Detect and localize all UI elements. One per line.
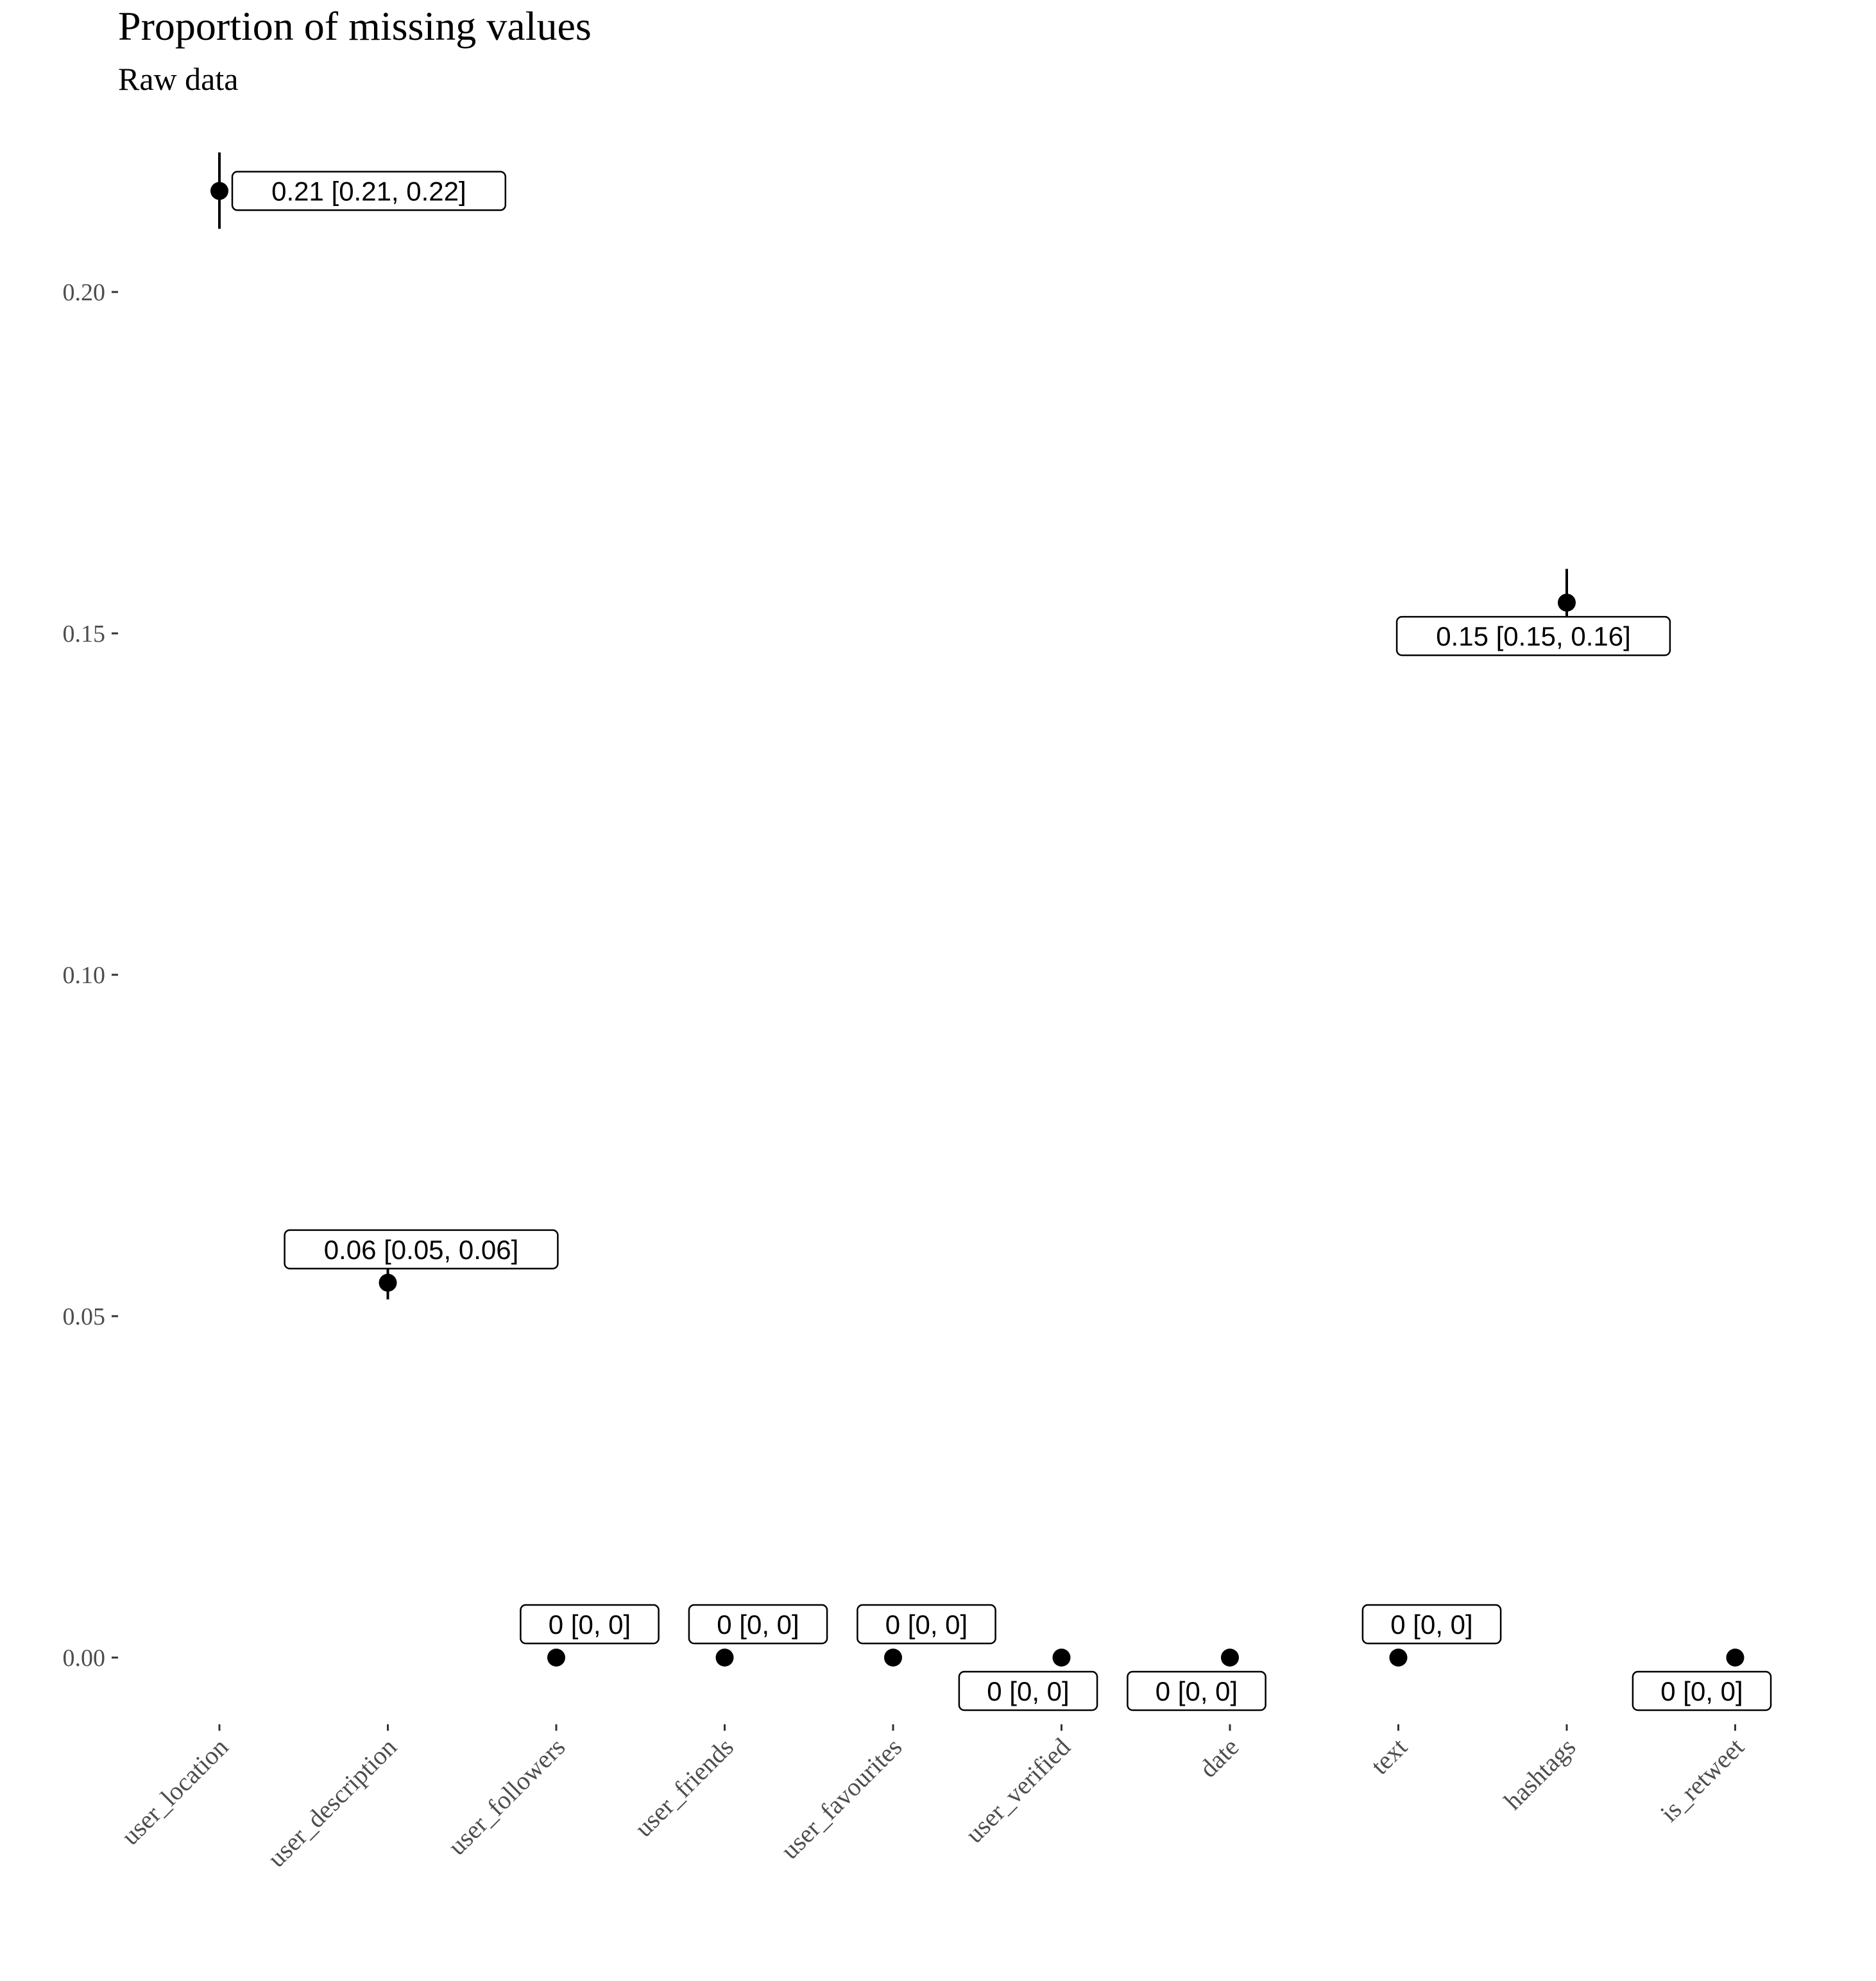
y-tick-label: 0.10	[63, 962, 106, 989]
chart-subtitle: Raw data	[118, 61, 238, 97]
data-label: 0 [0, 0]	[1632, 1670, 1772, 1711]
data-label-text: 0 [0, 0]	[1390, 1609, 1472, 1640]
data-point	[1052, 1649, 1071, 1667]
data-point	[715, 1649, 734, 1667]
y-tick-label: 0.05	[63, 1303, 106, 1330]
data-label-text: 0 [0, 0]	[885, 1609, 968, 1640]
data-label-text: 0.15 [0.15, 0.16]	[1436, 621, 1631, 651]
x-tick-label: text	[1365, 1733, 1413, 1780]
data-label-text: 0 [0, 0]	[1660, 1676, 1743, 1706]
data-label: 0 [0, 0]	[688, 1604, 828, 1645]
data-point	[1726, 1649, 1744, 1667]
data-label-text: 0 [0, 0]	[987, 1676, 1069, 1706]
data-point	[1221, 1649, 1239, 1667]
data-label-text: 0.21 [0.21, 0.22]	[271, 176, 466, 207]
data-label-box	[520, 1604, 660, 1645]
data-label-text: 0 [0, 0]	[1155, 1676, 1238, 1706]
data-label: 0 [0, 0]	[958, 1670, 1098, 1711]
x-tick-label: user_verified	[960, 1733, 1076, 1849]
y-tick-label: 0.15	[63, 621, 106, 647]
x-tick-label: date	[1193, 1733, 1244, 1783]
x-tick-label: user_followers	[442, 1733, 570, 1861]
data-point	[210, 182, 228, 200]
data-labels: 0.21 [0.21, 0.22] 0.06 [0.05, 0.06] 0 [0, …	[231, 171, 1772, 1711]
data-point	[884, 1649, 902, 1667]
data-label-box	[1127, 1670, 1266, 1711]
data-label-text: 0 [0, 0]	[549, 1609, 631, 1640]
chart-title: Proportion of missing values	[118, 3, 592, 49]
x-tick-label: user_description	[262, 1733, 402, 1873]
data-label-box	[688, 1604, 828, 1645]
x-tick-label: is_retweet	[1655, 1733, 1750, 1828]
y-tick-label: 0.20	[63, 279, 106, 306]
y-tick-label: 0.00	[63, 1645, 106, 1672]
x-axis: user_location user_description user_follow…	[115, 1724, 1750, 1873]
data-label-box	[1361, 1604, 1502, 1645]
data-label-box	[857, 1604, 996, 1645]
data-label-text: 0 [0, 0]	[717, 1609, 799, 1640]
data-label-box	[231, 171, 507, 211]
data-point	[379, 1273, 397, 1292]
x-tick-label: user_favourites	[775, 1733, 907, 1865]
data-label: 0.06 [0.05, 0.06]	[284, 1229, 559, 1270]
data-points	[210, 152, 1744, 1667]
data-point	[1558, 594, 1576, 612]
data-label-box	[958, 1670, 1098, 1711]
data-label: 0 [0, 0]	[1127, 1670, 1266, 1711]
y-axis: 0.00 0.05 0.10 0.15 0.20	[63, 279, 118, 1672]
data-label: 0 [0, 0]	[857, 1604, 996, 1645]
data-label-text: 0.06 [0.05, 0.06]	[324, 1235, 519, 1265]
x-tick-label: hashtags	[1498, 1733, 1581, 1815]
data-label: 0 [0, 0]	[1361, 1604, 1502, 1645]
data-point	[1389, 1649, 1408, 1667]
data-label: 0.15 [0.15, 0.16]	[1395, 615, 1671, 656]
data-point	[547, 1649, 565, 1667]
data-label-box	[1395, 615, 1671, 656]
data-label-box	[284, 1229, 559, 1270]
x-tick-label: user_location	[115, 1733, 234, 1851]
data-label-box	[1632, 1670, 1772, 1711]
x-tick-label: user_friends	[629, 1733, 739, 1843]
data-label: 0.21 [0.21, 0.22]	[231, 171, 507, 211]
data-label: 0 [0, 0]	[520, 1604, 660, 1645]
